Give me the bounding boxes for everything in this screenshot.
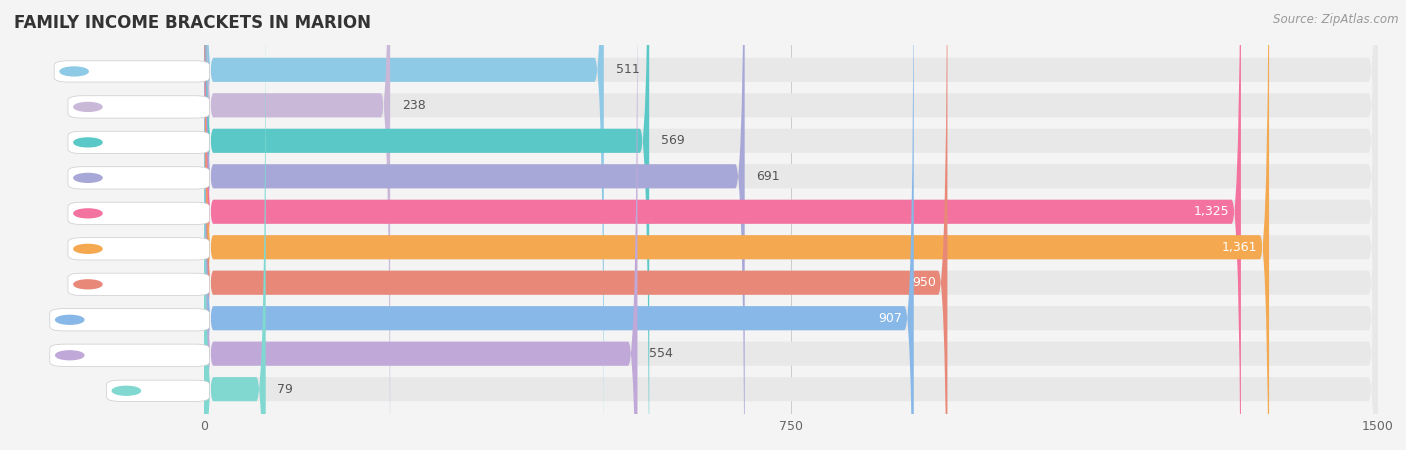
FancyBboxPatch shape	[204, 0, 266, 450]
Text: 950: 950	[912, 276, 935, 289]
FancyBboxPatch shape	[204, 0, 389, 450]
Text: 238: 238	[402, 99, 426, 112]
Text: 79: 79	[277, 382, 294, 396]
Circle shape	[75, 209, 103, 218]
Circle shape	[75, 244, 103, 253]
FancyBboxPatch shape	[204, 0, 1270, 450]
Circle shape	[56, 315, 84, 324]
FancyBboxPatch shape	[67, 202, 209, 225]
FancyBboxPatch shape	[204, 0, 1378, 450]
Circle shape	[75, 280, 103, 289]
FancyBboxPatch shape	[204, 0, 603, 450]
Text: 554: 554	[650, 347, 673, 360]
FancyBboxPatch shape	[204, 0, 914, 450]
FancyBboxPatch shape	[204, 0, 1378, 450]
FancyBboxPatch shape	[204, 0, 637, 450]
Text: 511: 511	[616, 63, 640, 76]
Circle shape	[56, 351, 84, 360]
FancyBboxPatch shape	[67, 273, 209, 296]
FancyBboxPatch shape	[204, 0, 1378, 450]
FancyBboxPatch shape	[204, 0, 745, 450]
FancyBboxPatch shape	[204, 0, 1378, 450]
Circle shape	[112, 387, 141, 395]
FancyBboxPatch shape	[55, 61, 209, 82]
Circle shape	[75, 138, 103, 147]
Text: 691: 691	[756, 170, 780, 183]
FancyBboxPatch shape	[49, 344, 209, 366]
FancyBboxPatch shape	[204, 0, 650, 450]
FancyBboxPatch shape	[204, 0, 1241, 450]
Text: 1,361: 1,361	[1222, 241, 1257, 254]
FancyBboxPatch shape	[67, 131, 209, 153]
FancyBboxPatch shape	[49, 309, 209, 331]
FancyBboxPatch shape	[67, 96, 209, 118]
FancyBboxPatch shape	[67, 238, 209, 260]
Circle shape	[60, 67, 89, 76]
FancyBboxPatch shape	[204, 0, 1378, 450]
Circle shape	[75, 103, 103, 111]
Text: 907: 907	[879, 312, 903, 325]
FancyBboxPatch shape	[204, 0, 1378, 450]
FancyBboxPatch shape	[204, 0, 1378, 450]
FancyBboxPatch shape	[204, 0, 1378, 450]
Circle shape	[75, 173, 103, 182]
FancyBboxPatch shape	[204, 0, 1378, 450]
FancyBboxPatch shape	[204, 0, 948, 450]
Text: 569: 569	[661, 134, 685, 147]
FancyBboxPatch shape	[204, 0, 1378, 450]
FancyBboxPatch shape	[67, 167, 209, 189]
Text: FAMILY INCOME BRACKETS IN MARION: FAMILY INCOME BRACKETS IN MARION	[14, 14, 371, 32]
Text: Source: ZipAtlas.com: Source: ZipAtlas.com	[1274, 14, 1399, 27]
FancyBboxPatch shape	[107, 380, 209, 401]
Text: 1,325: 1,325	[1194, 205, 1229, 218]
